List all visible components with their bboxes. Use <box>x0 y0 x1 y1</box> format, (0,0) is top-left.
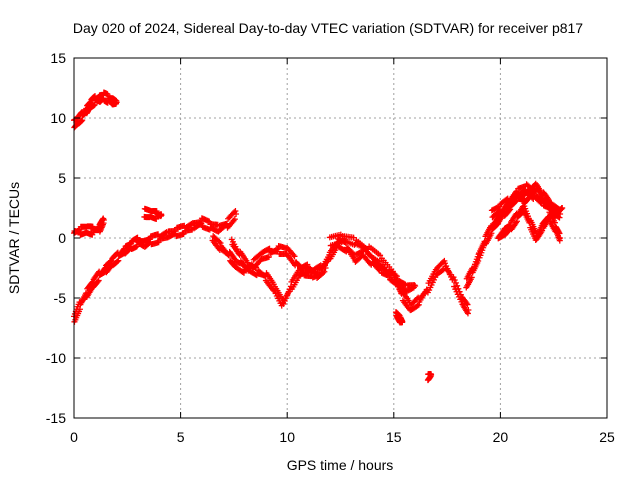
data-point <box>113 99 120 106</box>
data-point <box>452 279 459 286</box>
data-point <box>468 274 475 281</box>
data-point <box>529 187 536 194</box>
data-point <box>291 253 298 260</box>
series-trace-2 <box>71 207 240 325</box>
data-point <box>555 206 562 213</box>
data-point <box>465 307 472 313</box>
data-point <box>95 277 102 284</box>
data-point <box>450 274 457 281</box>
y-tick-label: -15 <box>46 410 66 426</box>
data-point <box>100 217 107 223</box>
data-point <box>530 188 537 195</box>
data-point <box>464 301 471 308</box>
data-point <box>321 268 328 275</box>
series-trace-6 <box>228 236 329 309</box>
data-point <box>216 238 223 245</box>
y-axis-label: SDTVAR / TECUs <box>6 182 22 294</box>
data-point <box>451 277 458 284</box>
data-point <box>244 259 251 266</box>
data-point <box>389 268 396 275</box>
data-point <box>456 288 463 295</box>
data-point <box>322 265 329 271</box>
y-tick-label: 0 <box>58 230 66 246</box>
data-point <box>89 231 96 238</box>
data-point <box>180 231 187 238</box>
y-tick-label: 10 <box>50 110 66 126</box>
data-point <box>114 258 121 265</box>
data-point <box>463 300 470 307</box>
data-point <box>513 218 520 225</box>
x-tick-label: 10 <box>279 429 295 445</box>
y-tick-label: -10 <box>46 350 66 366</box>
series-trace-12 <box>488 181 564 221</box>
x-tick-label: 20 <box>493 429 509 445</box>
x-axis: 0 5 10 15 20 25 <box>70 58 615 445</box>
data-point <box>551 219 558 226</box>
data-point <box>428 371 435 378</box>
x-tick-label: 5 <box>177 429 185 445</box>
data-point <box>557 211 564 217</box>
x-tick-label: 0 <box>70 429 78 445</box>
data-point <box>158 212 165 219</box>
data-point <box>399 319 406 325</box>
data-point <box>412 283 419 289</box>
data-point <box>506 207 513 214</box>
data-point <box>554 205 561 212</box>
y-tick-label: -5 <box>54 290 67 306</box>
data-point <box>134 243 141 250</box>
data-point <box>414 302 421 309</box>
x-tick-label: 15 <box>386 429 402 445</box>
x-tick-label: 25 <box>599 429 615 445</box>
data-point <box>455 285 462 292</box>
data-point <box>401 280 408 287</box>
series-trace-1 <box>71 89 120 131</box>
data-point <box>198 220 205 227</box>
series-trace-4 <box>141 205 165 222</box>
x-axis-label: GPS time / hours <box>287 457 394 473</box>
data-point <box>320 269 327 276</box>
data-point <box>233 211 240 217</box>
data-point <box>128 240 135 247</box>
data-point <box>439 267 446 274</box>
series-trace-11 <box>495 203 564 244</box>
series-trace-9 <box>424 370 435 384</box>
series-trace-3 <box>71 215 107 238</box>
data-point <box>488 230 495 237</box>
data-point <box>94 278 101 285</box>
data-point <box>504 204 511 211</box>
data-point <box>304 261 311 268</box>
y-axis: -15 -10 -5 0 5 10 15 <box>46 50 607 426</box>
data-points <box>71 89 566 384</box>
y-tick-label: 5 <box>58 170 66 186</box>
data-point <box>454 282 461 289</box>
data-point <box>153 215 160 222</box>
data-point <box>557 235 564 241</box>
data-point <box>231 216 238 223</box>
y-tick-label: 15 <box>50 50 66 66</box>
chart-title: Day 020 of 2024, Sidereal Day-to-day VTE… <box>73 20 583 36</box>
data-point <box>265 253 272 260</box>
data-point <box>155 239 162 246</box>
data-point <box>432 274 439 281</box>
series-trace-8 <box>392 309 406 326</box>
series-trace-7 <box>326 231 472 317</box>
data-point <box>475 257 482 264</box>
data-point <box>377 252 384 259</box>
